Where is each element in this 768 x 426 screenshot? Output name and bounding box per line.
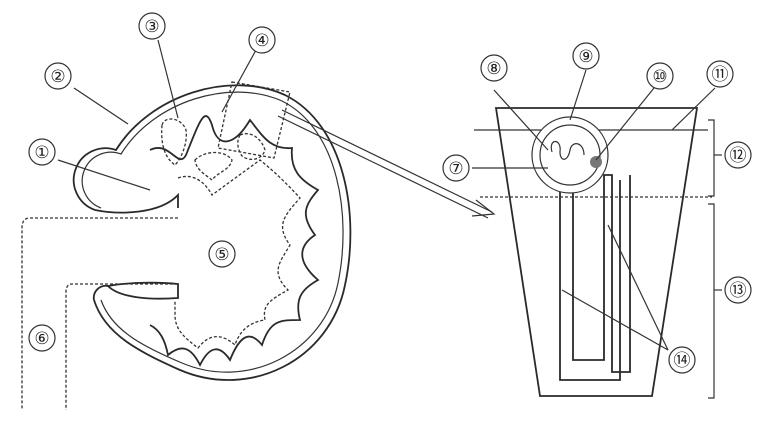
label-10: ⑩ [646, 62, 674, 90]
svg-text:⑥: ⑥ [34, 329, 49, 349]
svg-text:⑭: ⑭ [674, 351, 691, 371]
label-5: ⑤ [208, 240, 236, 268]
label-6: ⑥ [28, 324, 56, 352]
label-13: ⑬ [724, 276, 752, 304]
node-dot [590, 156, 602, 168]
label-14: ⑭ [668, 346, 696, 374]
svg-text:⑧: ⑧ [486, 59, 501, 79]
inner-loop [559, 174, 631, 381]
label-4: ④ [248, 26, 276, 54]
svg-text:④: ④ [254, 31, 269, 51]
label-1: ① [28, 138, 56, 166]
label-2: ② [44, 62, 72, 90]
label-12: ⑫ [724, 141, 752, 169]
scalloped-lining [149, 115, 320, 368]
label-11: ⑪ [706, 60, 734, 88]
svg-text:①: ① [34, 143, 49, 163]
outer-capsule [72, 84, 352, 381]
left-leaders [57, 39, 257, 191]
right-leaders [472, 69, 716, 351]
label-7: ⑦ [442, 154, 470, 182]
bottom-lobe [106, 281, 179, 300]
label-8: ⑧ [480, 54, 508, 82]
top-lobe [94, 192, 179, 214]
label-9: ⑨ [572, 42, 600, 70]
svg-text:⑬: ⑬ [730, 281, 747, 301]
svg-text:③: ③ [144, 17, 159, 37]
svg-text:⑨: ⑨ [578, 47, 593, 67]
svg-text:⑫: ⑫ [730, 146, 747, 166]
label-3: ③ [138, 12, 166, 40]
brackets [708, 119, 722, 399]
svg-text:⑩: ⑩ [652, 67, 667, 87]
svg-text:⑤: ⑤ [214, 245, 229, 265]
outflow-pipe [21, 217, 178, 410]
svg-text:⑦: ⑦ [448, 159, 463, 179]
svg-text:②: ② [50, 67, 65, 87]
svg-text:⑪: ⑪ [712, 65, 729, 85]
bulb [531, 116, 609, 194]
zoom-callout [217, 81, 496, 219]
